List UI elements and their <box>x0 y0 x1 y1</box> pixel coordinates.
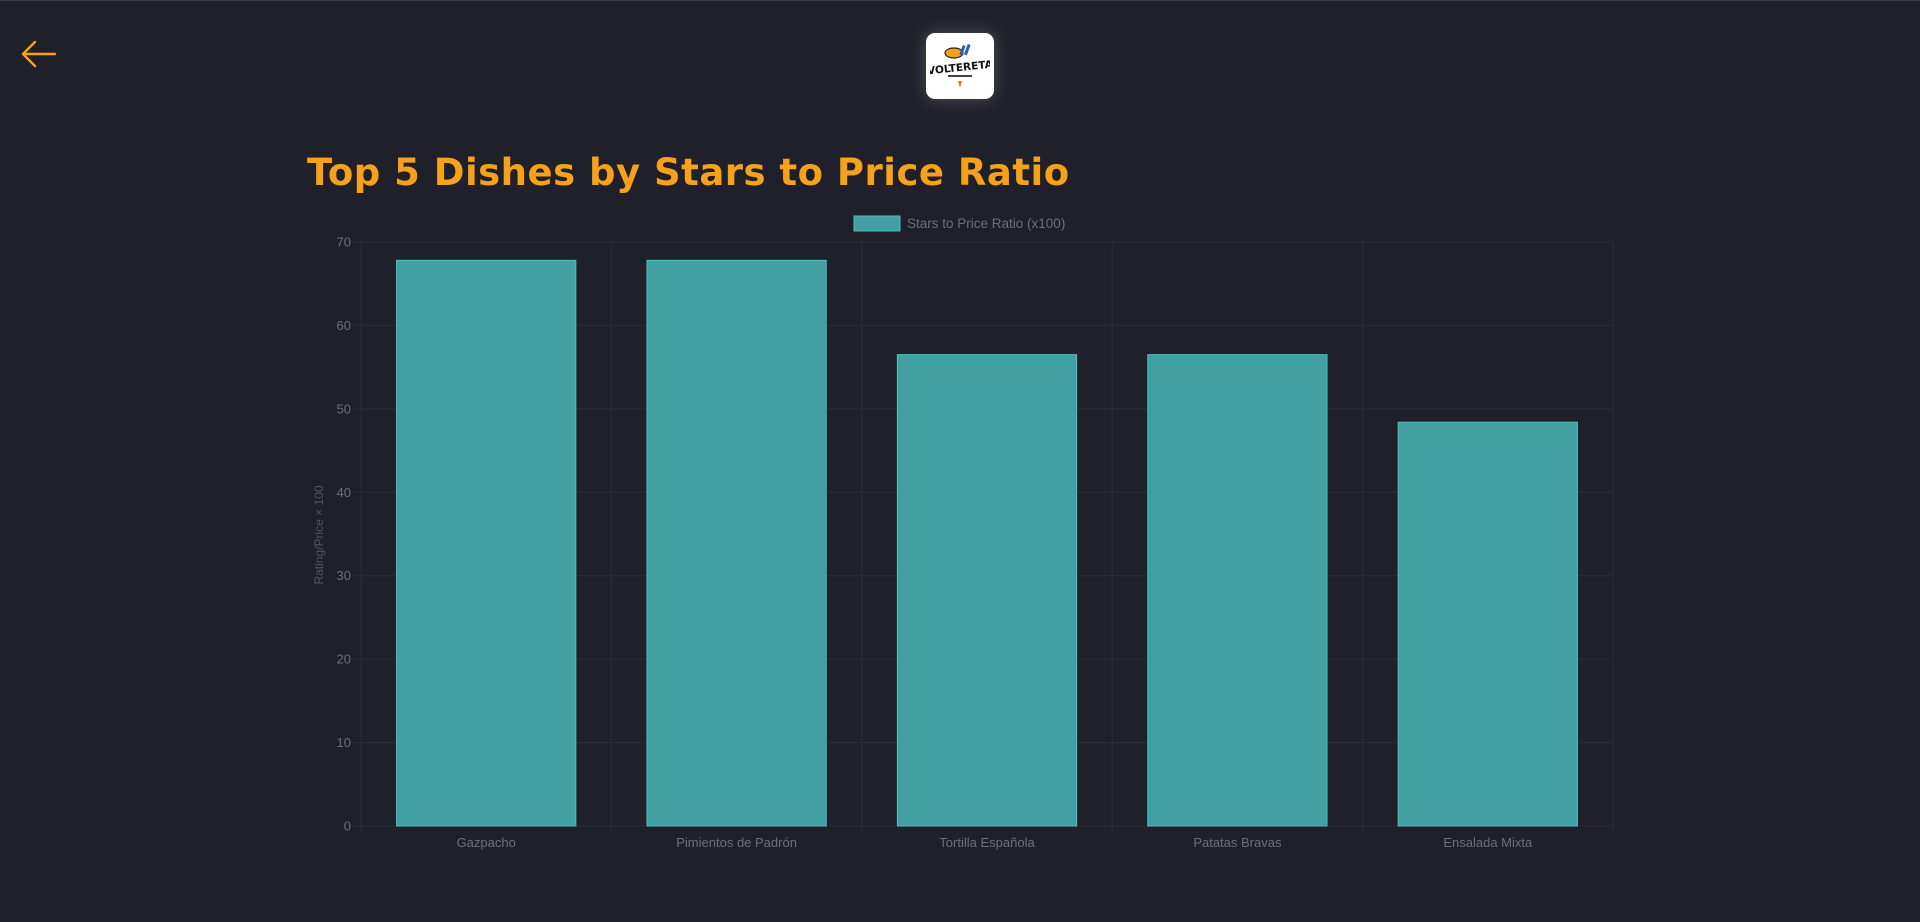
y-tick-label: 50 <box>337 401 351 416</box>
y-axis-label: Rating/Price × 100 <box>312 485 326 584</box>
bar-patatas-bravas[interactable] <box>1147 354 1328 827</box>
bar-ensalada-mixta[interactable] <box>1397 421 1578 827</box>
bar-pimientos-de-padr-n[interactable] <box>646 259 827 827</box>
y-tick-label: 40 <box>337 485 351 500</box>
axis-layer: 0 10 20 30 40 50 60 70 Gazpacho Pimientos de Padr… <box>337 235 1533 851</box>
chart-title: Top 5 Dishes by Stars to Price Ratio <box>307 151 1070 194</box>
back-button[interactable] <box>18 35 60 73</box>
bar-tortilla-espa-ola[interactable] <box>896 354 1078 827</box>
bar-gazpacho[interactable] <box>396 259 577 827</box>
arrow-left-icon <box>21 40 57 68</box>
y-tick-label: 20 <box>337 652 351 667</box>
y-tick-label: 0 <box>344 819 351 834</box>
x-tick-label: Ensalada Mixta <box>1443 835 1533 850</box>
y-tick-label: 30 <box>337 568 351 583</box>
restaurant-logo[interactable]: VOLTERETA <box>926 33 994 99</box>
legend-label[interactable]: Stars to Price Ratio (x100) <box>907 216 1065 231</box>
x-tick-label: Gazpacho <box>457 835 516 850</box>
legend: Stars to Price Ratio (x100) <box>853 215 1065 232</box>
logo-graphic: VOLTERETA <box>930 43 990 88</box>
y-tick-label: 10 <box>337 735 351 750</box>
legend-swatch[interactable] <box>853 215 901 232</box>
x-tick-label: Patatas Bravas <box>1193 835 1282 850</box>
x-tick-label: Tortilla Española <box>939 835 1035 850</box>
y-tick-label: 70 <box>337 235 351 250</box>
x-tick-label: Pimientos de Padrón <box>676 835 797 850</box>
bars-layer <box>396 259 1578 827</box>
y-tick-label: 60 <box>337 318 351 333</box>
